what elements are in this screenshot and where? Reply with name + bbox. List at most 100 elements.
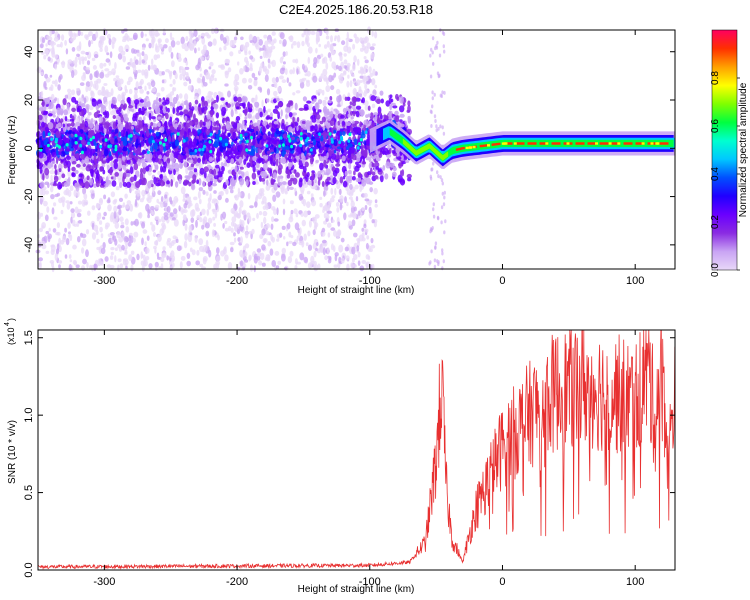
heatmap-point xyxy=(120,50,126,56)
heatmap-point xyxy=(40,212,43,217)
heatmap-point xyxy=(326,176,331,181)
heatmap-point xyxy=(330,50,335,56)
heatmap-point xyxy=(106,111,110,119)
heatmap-point xyxy=(104,256,109,262)
heatmap-point xyxy=(341,40,346,46)
heatmap-point xyxy=(81,166,86,171)
heatmap-point xyxy=(431,50,434,55)
heatmap-point xyxy=(329,96,333,101)
heatmap-point xyxy=(389,162,395,168)
heatmap-point xyxy=(133,93,138,100)
heatmap-point xyxy=(45,49,50,54)
heatmap-point xyxy=(330,243,334,251)
heatmap-point xyxy=(93,263,98,270)
heatmap-point xyxy=(216,247,220,255)
heatmap-point xyxy=(157,170,162,176)
heatmap-point xyxy=(281,123,285,130)
heatmap-point xyxy=(374,203,378,208)
heatmap-point xyxy=(374,84,378,89)
heatmap-point xyxy=(212,38,217,46)
heatmap-point xyxy=(201,99,206,108)
heatmap-point xyxy=(117,53,123,60)
heatmap-point xyxy=(249,67,253,72)
heatmap-point xyxy=(247,128,251,132)
heatmap-point xyxy=(177,53,182,59)
heatmap-point xyxy=(124,85,127,92)
heatmap-point xyxy=(349,69,353,75)
heatmap-point xyxy=(54,97,58,102)
heatmap-point xyxy=(212,208,216,215)
heatmap-point xyxy=(142,46,146,51)
heatmap-point xyxy=(234,87,238,96)
heatmap-point xyxy=(128,254,133,262)
heatmap-point xyxy=(273,81,278,89)
heatmap-point xyxy=(222,223,225,229)
heatmap-point xyxy=(188,30,192,35)
heatmap-point xyxy=(58,75,62,83)
heatmap-point xyxy=(240,36,244,41)
heatmap-point xyxy=(355,161,359,165)
heatmap-point xyxy=(271,260,277,267)
heatmap-point xyxy=(61,60,66,69)
heatmap-point xyxy=(193,196,198,201)
heatmap-point xyxy=(199,217,203,223)
heatmap-point xyxy=(156,54,161,59)
heatmap-point xyxy=(99,166,103,173)
heatmap-point xyxy=(130,176,135,183)
heatmap-point xyxy=(363,100,369,106)
heatmap-point xyxy=(364,46,369,54)
heatmap-point xyxy=(119,216,124,222)
heatmap-point xyxy=(355,196,359,202)
heatmap-point xyxy=(240,220,245,227)
heatmap-point xyxy=(305,37,308,45)
heatmap-point xyxy=(317,88,323,94)
heatmap-point xyxy=(444,219,447,224)
heatmap-point xyxy=(261,99,264,108)
heatmap-point xyxy=(122,55,126,63)
heatmap-point xyxy=(124,204,130,210)
heatmap-point xyxy=(65,48,69,55)
heatmap-point xyxy=(197,77,202,84)
heatmap-point xyxy=(128,88,133,95)
heatmap-point xyxy=(70,37,75,43)
heatmap-point xyxy=(359,121,362,128)
heatmap-point xyxy=(227,90,231,98)
heatmap-point xyxy=(379,174,384,183)
heatmap-point xyxy=(120,92,125,101)
heatmap-point xyxy=(154,240,158,246)
heatmap-point xyxy=(368,156,372,163)
heatmap-point xyxy=(361,37,366,45)
heatmap-point xyxy=(215,202,218,211)
heatmap-point xyxy=(90,90,93,97)
heatmap-point xyxy=(172,103,176,108)
heatmap-point xyxy=(220,250,225,257)
heatmap-point xyxy=(69,201,73,205)
heatmap-point xyxy=(262,210,268,217)
heatmap-point xyxy=(259,192,265,197)
heatmap-point xyxy=(111,36,116,45)
heatmap-point xyxy=(40,71,44,76)
heatmap-point xyxy=(51,207,55,215)
heatmap-point xyxy=(168,45,172,53)
heatmap-point xyxy=(307,46,313,54)
heatmap-point xyxy=(172,235,177,239)
heatmap-point xyxy=(289,200,294,205)
heatmap-point xyxy=(309,120,313,127)
heatmap-point xyxy=(199,263,204,268)
heatmap-point xyxy=(359,265,365,272)
heatmap-point xyxy=(142,229,148,234)
heatmap-point xyxy=(249,55,254,60)
heatmap-point xyxy=(57,84,61,91)
heatmap-point xyxy=(335,231,340,239)
heatmap-point xyxy=(304,28,309,36)
heatmap-point xyxy=(75,121,81,128)
heatmap-point xyxy=(72,60,76,64)
heatmap-point xyxy=(147,145,151,151)
heatmap-point xyxy=(433,258,437,263)
heatmap-point xyxy=(171,262,175,268)
heatmap-point xyxy=(406,173,412,179)
heatmap-point xyxy=(214,77,217,82)
heatmap-point xyxy=(50,84,54,92)
heatmap-point xyxy=(101,86,106,92)
heatmap-point xyxy=(112,234,115,241)
